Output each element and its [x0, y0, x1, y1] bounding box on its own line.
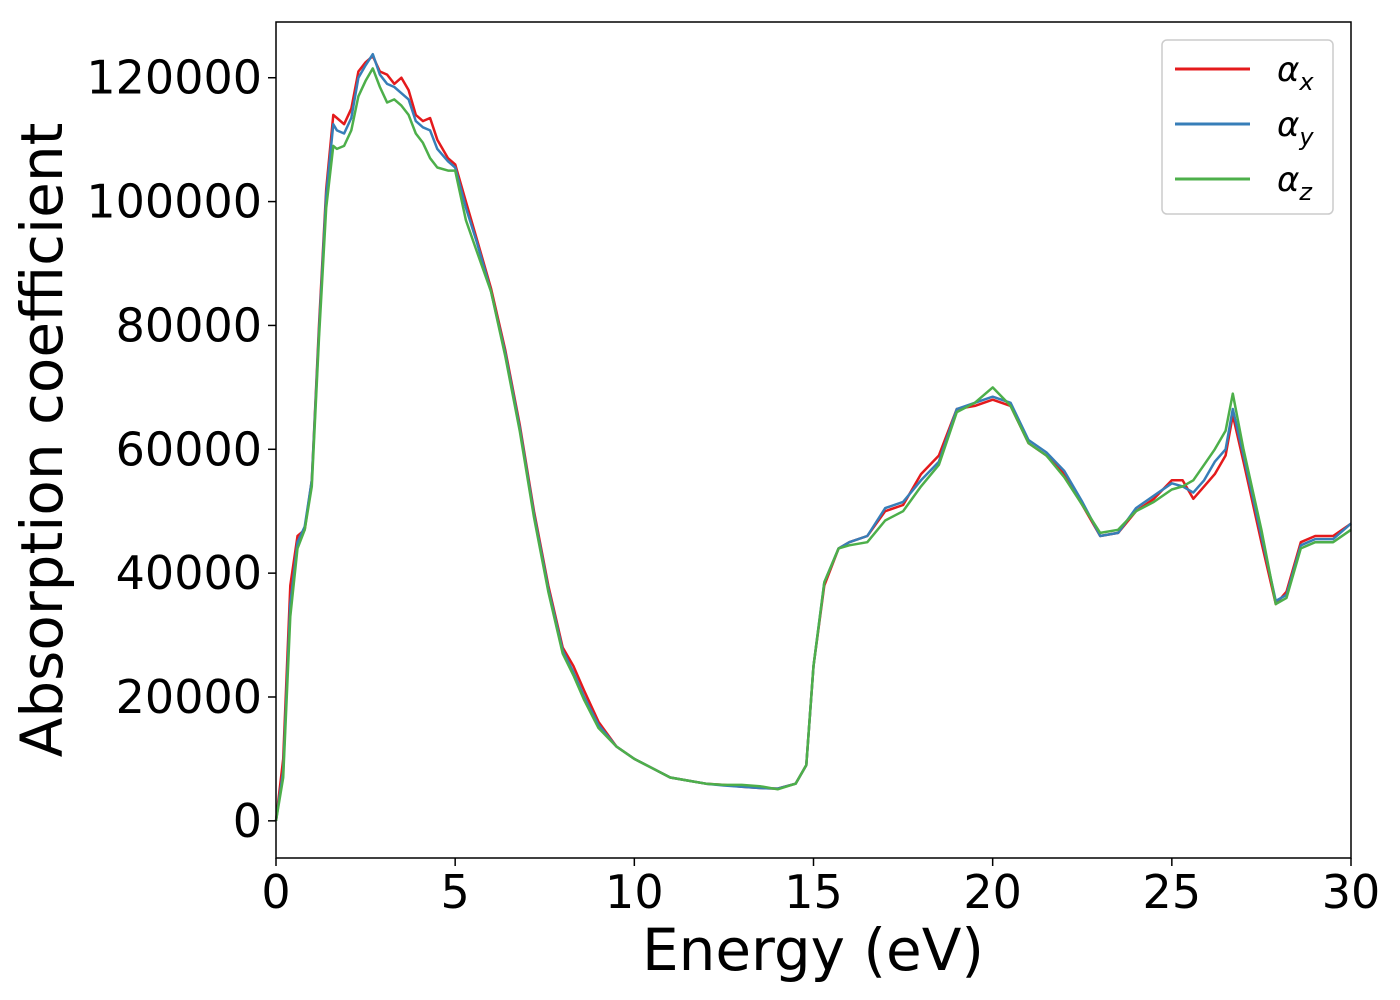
- series-layer: [274, 52, 1352, 822]
- legend-subscript: z: [1298, 178, 1313, 206]
- legend-subscript: y: [1298, 123, 1314, 151]
- y-tick-label: 80000: [116, 298, 262, 352]
- x-tick-label: 25: [1143, 865, 1202, 919]
- legend-label-z: αz: [1277, 160, 1313, 206]
- x-tick-label: 30: [1322, 865, 1381, 919]
- legend-box: [1161, 39, 1334, 215]
- x-tick-label: 0: [261, 865, 290, 919]
- x-axis-title: Energy (eV): [642, 916, 984, 984]
- y-axis-title: Absorption coefficient: [8, 123, 76, 758]
- y-tick-label: 120000: [86, 51, 262, 105]
- y-tick-label: 100000: [86, 175, 262, 229]
- series-line-z: [274, 67, 1352, 822]
- x-axis: 0 5 10 15 20 25 30: [261, 858, 1380, 919]
- y-tick-label: 60000: [116, 422, 262, 476]
- y-tick-label: 20000: [116, 670, 262, 724]
- y-tick-label: 40000: [116, 546, 262, 600]
- y-tick-label: 0: [233, 794, 262, 848]
- x-tick-label: 5: [441, 865, 470, 919]
- x-tick-label: 15: [784, 865, 843, 919]
- y-axis: 0 20000 40000 60000 80000 100000 120000: [86, 51, 276, 848]
- x-tick-label: 20: [963, 865, 1022, 919]
- x-tick-label: 10: [605, 865, 664, 919]
- legend-subscript: x: [1298, 68, 1314, 96]
